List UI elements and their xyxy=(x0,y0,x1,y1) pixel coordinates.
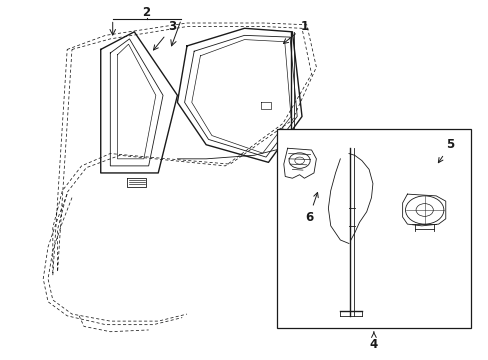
Text: 6: 6 xyxy=(305,193,318,224)
Text: 1: 1 xyxy=(283,20,308,44)
Bar xyxy=(277,129,470,328)
Text: 2: 2 xyxy=(142,6,150,19)
Text: 4: 4 xyxy=(369,332,377,351)
Text: 5: 5 xyxy=(437,138,454,163)
Text: 3: 3 xyxy=(153,20,176,50)
Polygon shape xyxy=(127,178,146,187)
